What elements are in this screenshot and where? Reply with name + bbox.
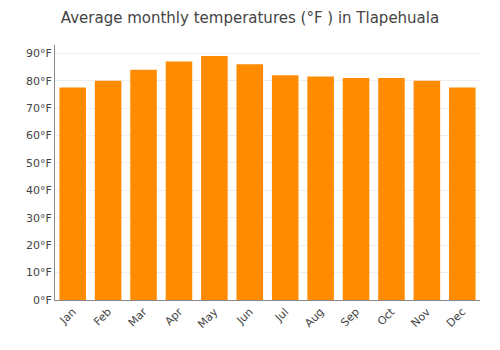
svg-text:Nov: Nov [409, 305, 434, 330]
svg-text:60°F: 60°F [26, 129, 52, 142]
svg-text:Feb: Feb [91, 306, 114, 329]
svg-text:Oct: Oct [375, 305, 398, 328]
svg-text:50°F: 50°F [26, 157, 52, 170]
svg-text:May: May [195, 305, 221, 331]
svg-text:20°F: 20°F [26, 239, 52, 252]
svg-text:10°F: 10°F [26, 266, 52, 279]
svg-text:90°F: 90°F [26, 47, 52, 60]
svg-text:Jul: Jul [272, 306, 291, 325]
svg-text:Apr: Apr [162, 305, 185, 328]
svg-text:Mar: Mar [126, 305, 150, 329]
svg-text:30°F: 30°F [26, 212, 52, 225]
svg-text:80°F: 80°F [26, 75, 52, 88]
svg-text:Aug: Aug [302, 306, 326, 330]
svg-text:Jan: Jan [57, 306, 79, 328]
svg-text:Sep: Sep [338, 306, 362, 330]
svg-text:Dec: Dec [444, 306, 468, 330]
svg-text:Jun: Jun [234, 305, 256, 327]
svg-text:40°F: 40°F [26, 184, 52, 197]
svg-text:Average monthly temperatures (: Average monthly temperatures (°F ) in Tl… [61, 9, 439, 27]
svg-text:70°F: 70°F [26, 102, 52, 115]
svg-text:0°F: 0°F [33, 294, 52, 307]
